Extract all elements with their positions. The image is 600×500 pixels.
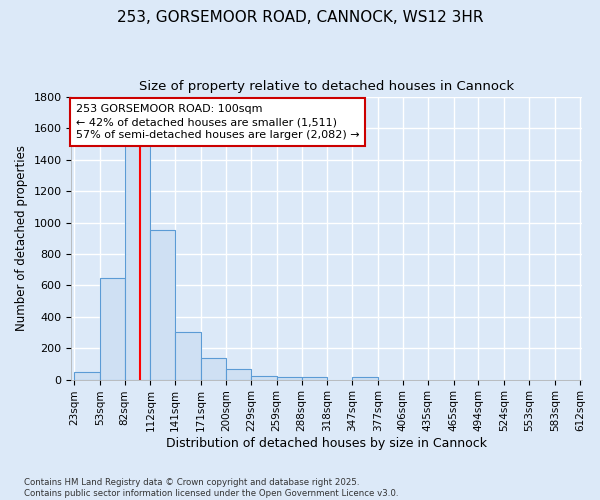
Text: 253 GORSEMOOR ROAD: 100sqm
← 42% of detached houses are smaller (1,511)
57% of s: 253 GORSEMOOR ROAD: 100sqm ← 42% of deta… <box>76 104 359 141</box>
Text: Contains HM Land Registry data © Crown copyright and database right 2025.
Contai: Contains HM Land Registry data © Crown c… <box>24 478 398 498</box>
Bar <box>175 332 201 380</box>
Bar <box>201 358 226 380</box>
Bar <box>277 377 302 380</box>
Title: Size of property relative to detached houses in Cannock: Size of property relative to detached ho… <box>139 80 514 93</box>
Bar <box>74 372 100 380</box>
Text: 253, GORSEMOOR ROAD, CANNOCK, WS12 3HR: 253, GORSEMOOR ROAD, CANNOCK, WS12 3HR <box>117 10 483 25</box>
Y-axis label: Number of detached properties: Number of detached properties <box>15 146 28 332</box>
Bar <box>100 278 125 380</box>
Bar <box>151 230 175 380</box>
Bar <box>352 377 378 380</box>
X-axis label: Distribution of detached houses by size in Cannock: Distribution of detached houses by size … <box>166 437 487 450</box>
Bar <box>302 377 328 380</box>
Bar <box>251 376 277 380</box>
Bar <box>226 370 251 380</box>
Bar <box>125 144 151 380</box>
